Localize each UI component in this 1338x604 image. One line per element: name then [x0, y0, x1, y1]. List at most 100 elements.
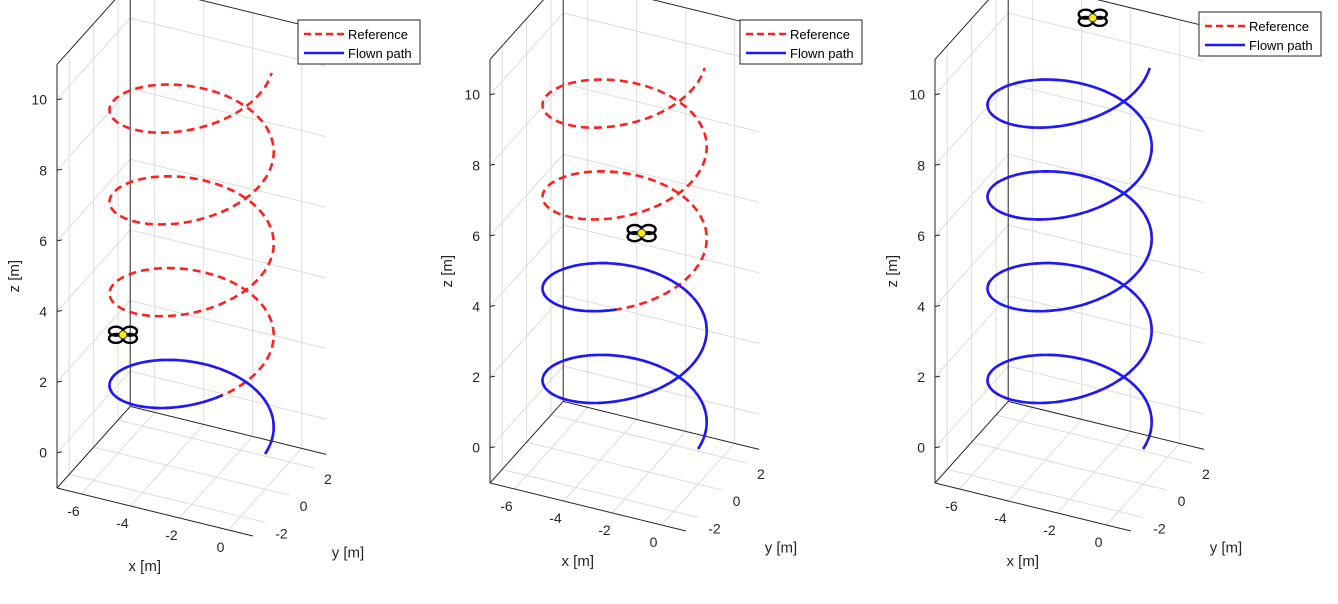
grid-line — [56, 370, 327, 454]
z-tick-label: 0 — [917, 440, 925, 456]
axis-box-edge — [563, 400, 760, 450]
axis-box-edge — [56, 0, 116, 65]
x-tick-label: 0 — [217, 539, 225, 555]
z-tick-mark — [934, 234, 941, 237]
z-tick-mark — [489, 305, 496, 307]
y-tick-label: 0 — [1178, 493, 1186, 509]
drone-marker — [1077, 8, 1108, 28]
grid-line — [612, 7, 687, 514]
grid-line — [56, 229, 327, 312]
y-tick-label: -2 — [1153, 520, 1166, 536]
z-tick-mark — [56, 451, 63, 454]
y-axis-label: y [m] — [1210, 539, 1243, 556]
y-axis-label: y [m] — [765, 539, 798, 556]
x-tick-label: -2 — [165, 527, 178, 543]
z-tick-label: 4 — [472, 299, 480, 315]
grid-line — [489, 294, 760, 378]
flown-series-line — [108, 358, 276, 455]
grid-line — [489, 365, 760, 449]
drone-body — [118, 330, 128, 340]
legend-reference-label: Reference — [1249, 19, 1309, 34]
y-tick-label: 2 — [757, 466, 765, 482]
grid-line — [563, 0, 638, 502]
flown-series-line — [986, 67, 1154, 450]
grid-line — [228, 24, 303, 531]
axis-box-edge — [1096, 0, 1205, 27]
y-tick-label: -2 — [708, 520, 721, 536]
x-tick-label: 0 — [1095, 534, 1103, 550]
reference-series-line — [108, 72, 276, 455]
axis-box-edge — [56, 406, 131, 489]
z-tick-label: 4 — [917, 299, 925, 315]
axis-box-edge — [934, 0, 989, 60]
x-tick-label: -4 — [994, 510, 1007, 526]
x-tick-label: 0 — [650, 534, 658, 550]
grid-line — [56, 158, 327, 242]
z-tick-label: 2 — [917, 369, 925, 385]
x-axis-label: x [m] — [562, 553, 595, 570]
legend-reference-label: Reference — [348, 27, 408, 42]
x-axis-label: x [m] — [1007, 553, 1040, 570]
grid-line — [68, 50, 266, 523]
y-tick-label: 2 — [1202, 466, 1210, 482]
x-axis-label: x [m] — [129, 558, 162, 575]
flown-series-line — [541, 261, 709, 450]
z-tick-label: 8 — [917, 157, 925, 173]
y-tick-label: -2 — [275, 525, 288, 541]
y-axis-label: y [m] — [332, 544, 365, 561]
drone-marker — [626, 223, 657, 243]
y-tick-label: 0 — [300, 498, 308, 514]
z-axis-label: z [m] — [884, 255, 901, 288]
grid-line — [1106, 19, 1181, 526]
axis-box-edge — [56, 487, 254, 537]
drone-body — [1088, 13, 1098, 23]
x-tick-label: -4 — [116, 515, 129, 531]
z-tick-mark — [934, 305, 941, 307]
z-tick-mark — [934, 446, 941, 449]
z-tick-mark — [934, 375, 941, 378]
legend-reference-label: Reference — [790, 27, 850, 42]
z-tick-mark — [56, 98, 63, 101]
axis-box-edge — [934, 401, 1009, 484]
z-tick-mark — [489, 375, 496, 378]
z-tick-mark — [56, 239, 63, 242]
drone-marker — [107, 325, 139, 345]
legend-flown-label: Flown path — [348, 46, 412, 61]
grid-line — [489, 153, 760, 237]
z-tick-label: 8 — [472, 157, 480, 173]
grid-line — [934, 365, 1205, 449]
grid-line — [179, 12, 254, 519]
legend: Reference Flown path — [297, 19, 421, 65]
grid-line — [934, 153, 1205, 237]
grid-line — [501, 45, 699, 518]
z-tick-mark — [489, 234, 496, 237]
axis-box-edge — [489, 0, 544, 60]
x-tick-label: -6 — [67, 503, 80, 519]
z-tick-label: 2 — [472, 369, 480, 385]
y-tick-label: 2 — [324, 471, 332, 487]
z-tick-label: 10 — [464, 87, 480, 103]
axis-box-edge — [198, 0, 327, 32]
legend-box — [1198, 11, 1322, 57]
legend-flown-label: Flown path — [790, 46, 854, 61]
legend: Reference Flown path — [739, 19, 863, 65]
z-tick-label: 6 — [472, 228, 480, 244]
z-tick-label: 2 — [39, 374, 47, 390]
x-tick-label: -2 — [598, 522, 611, 538]
z-axis-label: z [m] — [6, 260, 23, 293]
z-tick-label: 6 — [917, 228, 925, 244]
z-tick-mark — [56, 168, 63, 171]
axis-box-edge — [130, 405, 327, 455]
z-tick-mark — [56, 310, 63, 312]
legend-flown-label: Flown path — [1249, 38, 1313, 53]
y-tick-label: 0 — [733, 493, 741, 509]
grid-line — [1057, 7, 1132, 514]
legend-box — [739, 19, 863, 65]
drone-body — [637, 228, 647, 238]
axis-box-edge — [651, 0, 760, 27]
z-tick-mark — [489, 93, 496, 96]
